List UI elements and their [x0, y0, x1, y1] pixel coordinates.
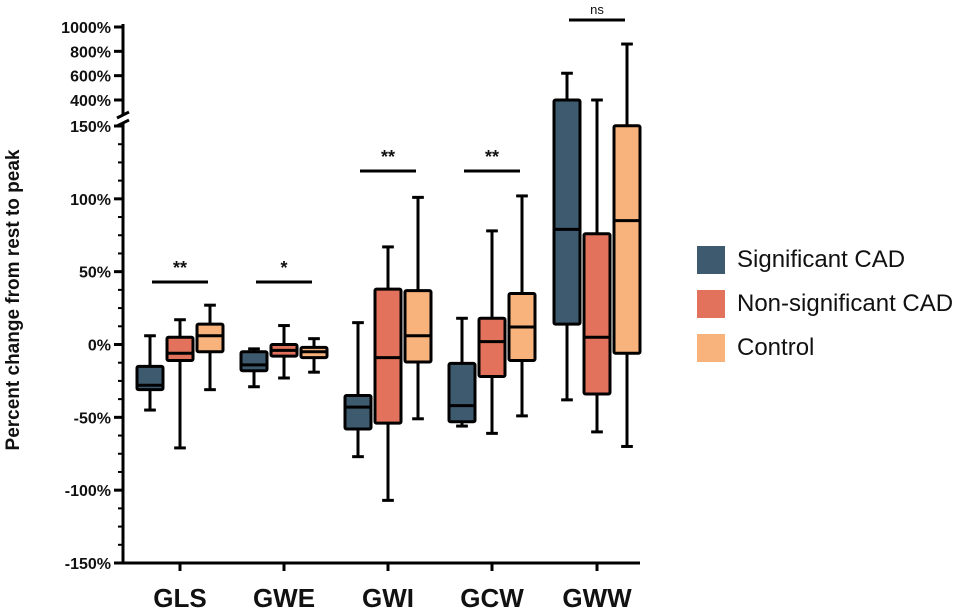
box-iqr	[403, 289, 433, 364]
legend-swatch	[697, 334, 725, 362]
box-iqr	[447, 361, 477, 424]
y-tick-label: 150%	[70, 119, 111, 136]
box-gwe-2	[299, 337, 329, 374]
box-iqr	[195, 322, 225, 354]
legend-label: Control	[737, 334, 815, 361]
box-gls-0	[135, 334, 165, 412]
x-tick-label: GCW	[460, 583, 524, 609]
box-gcw-1	[477, 229, 507, 435]
box-iqr	[582, 232, 612, 396]
significance-label: **	[173, 258, 187, 278]
legend: Significant CAD Non-significant CAD Cont…	[697, 238, 953, 370]
y-tick-label: 50%	[79, 265, 111, 282]
y-axis-label: Percent change from rest to peak	[3, 149, 24, 450]
box-gww-2	[612, 42, 642, 448]
x-tick-label: GWE	[253, 583, 315, 609]
significance-label: ns	[590, 2, 604, 17]
legend-item-non-significant-cad: Non-significant CAD	[697, 282, 953, 326]
box-gwe-0	[239, 347, 269, 389]
significance-label: **	[381, 147, 395, 167]
significance-label: **	[485, 147, 499, 167]
legend-label: Significant CAD	[737, 246, 906, 273]
box-iqr	[239, 350, 269, 373]
y-tick-label: -100%	[65, 483, 111, 500]
box-gls-2	[195, 303, 225, 392]
box-gwi-1	[373, 245, 403, 502]
box-iqr	[165, 335, 195, 363]
box-gww-1	[582, 98, 612, 434]
y-tick-label: 100%	[70, 192, 111, 209]
y-tick-label: -50%	[74, 410, 111, 427]
x-tick-label: GWW	[562, 583, 632, 609]
box-gcw-0	[447, 316, 477, 428]
significance-label: *	[280, 258, 287, 278]
box-iqr	[612, 124, 642, 355]
x-tick-label: GWI	[362, 583, 414, 609]
box-iqr	[477, 316, 507, 379]
y-tick-label: 1000%	[61, 20, 111, 37]
legend-label: Non-significant CAD	[737, 290, 954, 317]
x-tick-label: GLS	[153, 583, 206, 609]
y-tick-label: 0%	[88, 338, 111, 355]
box-gwi-0	[343, 321, 373, 459]
axis-break-mark	[116, 110, 130, 120]
y-tick-label: 600%	[70, 69, 111, 86]
box-iqr	[343, 393, 373, 431]
box-gwe-1	[269, 324, 299, 380]
legend-swatch	[697, 246, 725, 274]
legend-swatch	[697, 290, 725, 318]
legend-item-control: Control	[697, 326, 953, 370]
box-gcw-2	[507, 194, 537, 418]
box-gww-0	[552, 71, 582, 402]
y-tick-label: 400%	[70, 93, 111, 110]
box-iqr	[552, 98, 582, 326]
y-tick-label: 800%	[70, 44, 111, 61]
box-gwi-2	[403, 195, 433, 421]
legend-item-significant-cad: Significant CAD	[697, 238, 953, 282]
box-gls-1	[165, 318, 195, 450]
y-tick-label: -150%	[65, 556, 111, 573]
